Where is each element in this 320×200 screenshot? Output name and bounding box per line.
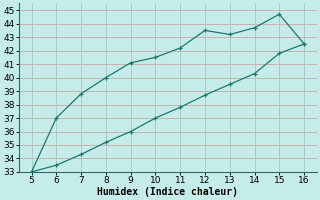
X-axis label: Humidex (Indice chaleur): Humidex (Indice chaleur) — [97, 186, 238, 197]
